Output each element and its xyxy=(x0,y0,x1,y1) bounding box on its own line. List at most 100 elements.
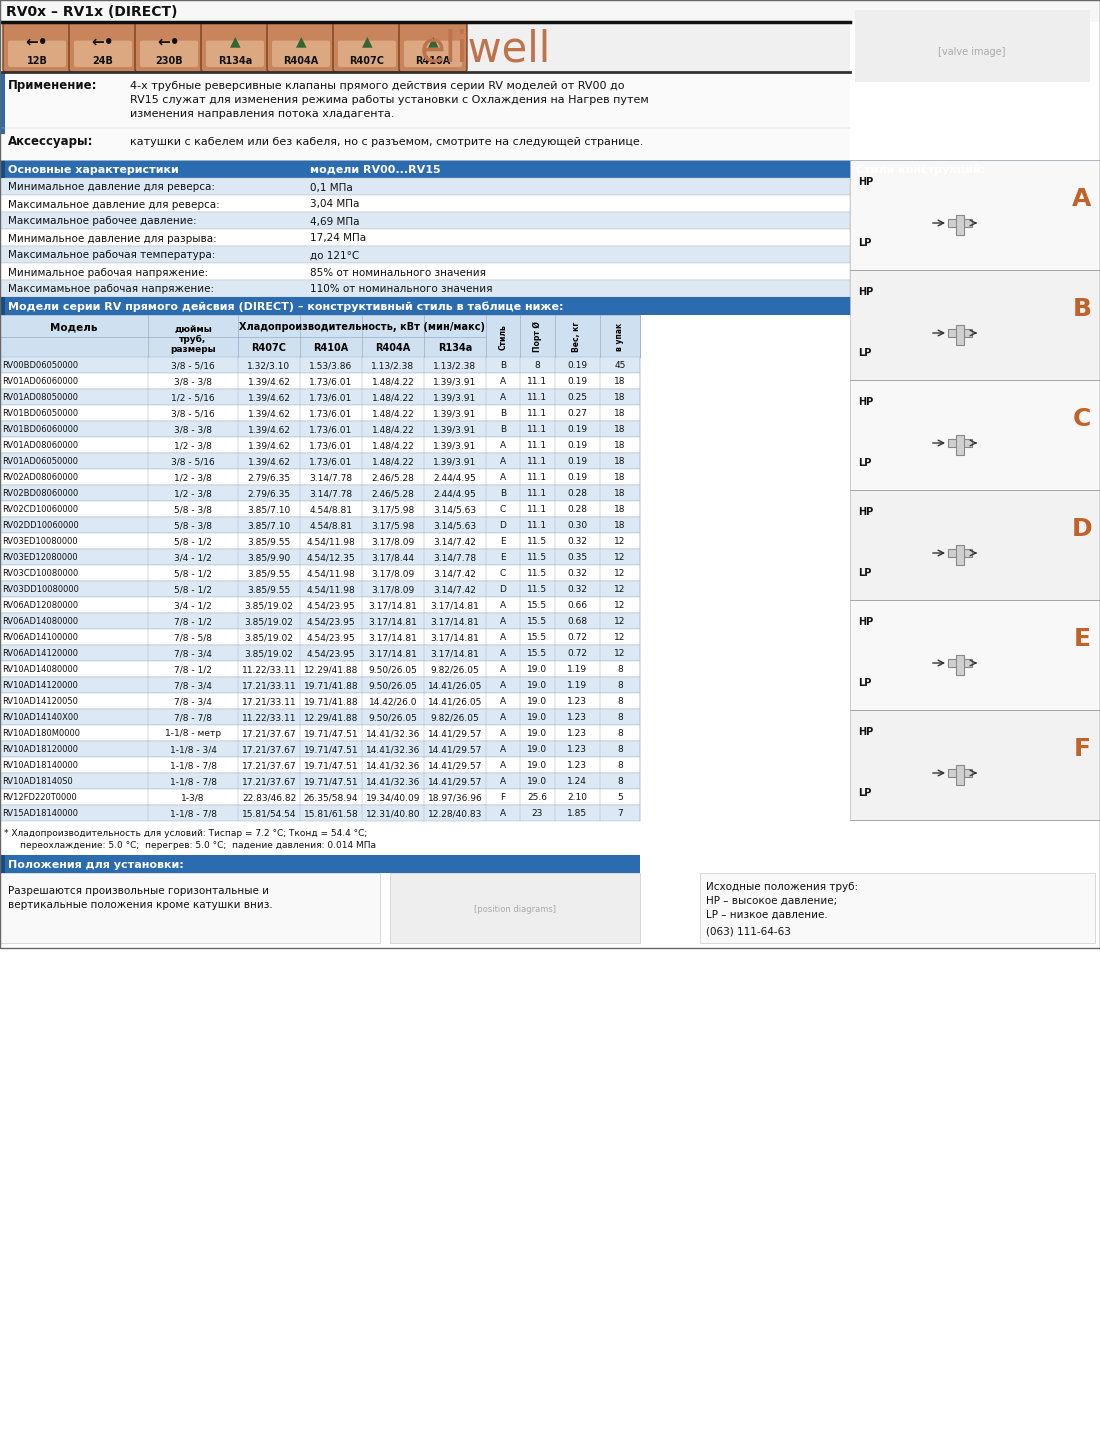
Bar xyxy=(855,10,1090,82)
Text: RV01AD08060000: RV01AD08060000 xyxy=(2,441,78,450)
Bar xyxy=(0,229,850,246)
Text: 15.5: 15.5 xyxy=(527,617,547,627)
Text: R407C: R407C xyxy=(252,344,286,352)
Text: A: A xyxy=(499,762,506,771)
Text: 1.39/3.91: 1.39/3.91 xyxy=(433,441,476,450)
Text: 1.73/6.01: 1.73/6.01 xyxy=(309,426,353,434)
Text: 3.14/7.78: 3.14/7.78 xyxy=(309,473,353,483)
Text: 17.21/37.67: 17.21/37.67 xyxy=(242,729,296,739)
Text: 14.41/29.57: 14.41/29.57 xyxy=(428,745,482,755)
Text: 3/4 - 1/2: 3/4 - 1/2 xyxy=(174,554,212,562)
Text: 3.17/14.81: 3.17/14.81 xyxy=(368,634,417,643)
Text: 12: 12 xyxy=(614,650,626,659)
Bar xyxy=(0,357,640,372)
Text: 4,69 МПа: 4,69 МПа xyxy=(310,217,360,227)
Text: LP: LP xyxy=(858,348,871,358)
Text: в упак: в упак xyxy=(616,324,625,351)
Text: 3.14/7.42: 3.14/7.42 xyxy=(433,569,476,578)
Text: 1.48/4.22: 1.48/4.22 xyxy=(372,426,415,434)
Text: 2.79/6.35: 2.79/6.35 xyxy=(248,489,290,499)
Text: 1.53/3.86: 1.53/3.86 xyxy=(309,361,353,371)
Text: 7/8 - 3/4: 7/8 - 3/4 xyxy=(174,682,212,690)
Text: 1.73/6.01: 1.73/6.01 xyxy=(309,441,353,450)
Text: 3.14/7.42: 3.14/7.42 xyxy=(433,538,476,546)
Bar xyxy=(0,246,850,263)
FancyBboxPatch shape xyxy=(74,40,132,68)
Text: HP – высокое давление;: HP – высокое давление; xyxy=(706,896,837,906)
Text: [position diagrams]: [position diagrams] xyxy=(474,906,556,915)
Text: 19.71/47.51: 19.71/47.51 xyxy=(304,745,359,755)
Bar xyxy=(0,72,6,134)
Text: 1-3/8: 1-3/8 xyxy=(182,794,205,802)
Bar xyxy=(956,545,964,565)
Text: 0.66: 0.66 xyxy=(566,601,587,611)
Text: A: A xyxy=(499,394,506,403)
Text: RV10AD14080000: RV10AD14080000 xyxy=(2,666,78,674)
Text: 3/8 - 3/8: 3/8 - 3/8 xyxy=(174,426,212,434)
Text: 0.32: 0.32 xyxy=(566,585,587,594)
Text: 15.5: 15.5 xyxy=(527,634,547,643)
Text: Порт Ø: Порт Ø xyxy=(532,322,541,352)
Text: 1.39/3.91: 1.39/3.91 xyxy=(433,426,476,434)
Text: 19.0: 19.0 xyxy=(527,729,547,739)
Bar xyxy=(0,756,640,774)
Bar xyxy=(948,329,972,336)
Bar xyxy=(0,856,640,873)
FancyBboxPatch shape xyxy=(267,22,336,72)
Text: 12.31/40.80: 12.31/40.80 xyxy=(365,810,420,818)
Text: 2.46/5.28: 2.46/5.28 xyxy=(372,473,415,483)
Text: 15.5: 15.5 xyxy=(527,650,547,659)
Text: 11.1: 11.1 xyxy=(527,441,547,450)
Text: 1.39/4.62: 1.39/4.62 xyxy=(248,394,290,403)
Text: 17.21/37.67: 17.21/37.67 xyxy=(242,762,296,771)
Text: 3.85/19.02: 3.85/19.02 xyxy=(244,634,294,643)
Text: A: A xyxy=(499,457,506,466)
Text: LP: LP xyxy=(858,237,871,247)
Text: 11.1: 11.1 xyxy=(527,394,547,403)
Text: 230B: 230B xyxy=(155,56,183,66)
Text: до 121°C: до 121°C xyxy=(310,250,360,260)
Text: 1.24: 1.24 xyxy=(568,778,587,787)
Text: 14.41/32.36: 14.41/32.36 xyxy=(366,729,420,739)
Text: 1.85: 1.85 xyxy=(566,810,587,818)
Text: 19.0: 19.0 xyxy=(527,745,547,755)
Text: RV02DD10060000: RV02DD10060000 xyxy=(2,522,79,531)
Text: 12.28/40.83: 12.28/40.83 xyxy=(428,810,482,818)
FancyBboxPatch shape xyxy=(3,22,72,72)
Text: RV01BD06060000: RV01BD06060000 xyxy=(2,426,78,434)
Text: RV01BD06050000: RV01BD06050000 xyxy=(2,410,78,418)
Text: A: A xyxy=(499,617,506,627)
Text: Максимальное давление для реверса:: Максимальное давление для реверса: xyxy=(8,200,220,210)
Text: 3.17/5.98: 3.17/5.98 xyxy=(372,522,415,531)
Text: 3.85/9.55: 3.85/9.55 xyxy=(248,569,290,578)
Text: 2.10: 2.10 xyxy=(566,794,587,802)
Text: 14.41/29.57: 14.41/29.57 xyxy=(428,729,482,739)
Text: 15.5: 15.5 xyxy=(527,601,547,611)
Bar xyxy=(0,372,640,390)
Text: Стиль: Стиль xyxy=(498,324,507,349)
Text: 19.0: 19.0 xyxy=(527,682,547,690)
Bar xyxy=(0,211,850,229)
Text: 2.44/4.95: 2.44/4.95 xyxy=(433,489,476,499)
Bar xyxy=(0,469,640,485)
Text: 1-1/8 - 7/8: 1-1/8 - 7/8 xyxy=(169,778,217,787)
Text: 3.85/19.02: 3.85/19.02 xyxy=(244,650,294,659)
Text: 0.25: 0.25 xyxy=(566,394,587,403)
Text: RV0x – RV1x (DIRECT): RV0x – RV1x (DIRECT) xyxy=(6,4,177,19)
Text: A: A xyxy=(499,697,506,706)
Text: 1.73/6.01: 1.73/6.01 xyxy=(309,410,353,418)
Text: Вес, кг: Вес, кг xyxy=(572,322,582,352)
Text: 7/8 - 3/4: 7/8 - 3/4 xyxy=(174,697,212,706)
Text: 45: 45 xyxy=(614,361,626,371)
Text: B: B xyxy=(499,361,506,371)
Bar xyxy=(0,581,640,597)
Text: 17.21/33.11: 17.21/33.11 xyxy=(242,682,296,690)
Text: 5/8 - 1/2: 5/8 - 1/2 xyxy=(174,585,212,594)
FancyBboxPatch shape xyxy=(135,22,204,72)
Text: 5: 5 xyxy=(617,794,623,802)
Text: 7/8 - 1/2: 7/8 - 1/2 xyxy=(174,666,212,674)
Text: 11.1: 11.1 xyxy=(527,378,547,387)
Text: 11.1: 11.1 xyxy=(527,506,547,515)
FancyBboxPatch shape xyxy=(140,40,198,68)
Text: A: A xyxy=(499,650,506,659)
